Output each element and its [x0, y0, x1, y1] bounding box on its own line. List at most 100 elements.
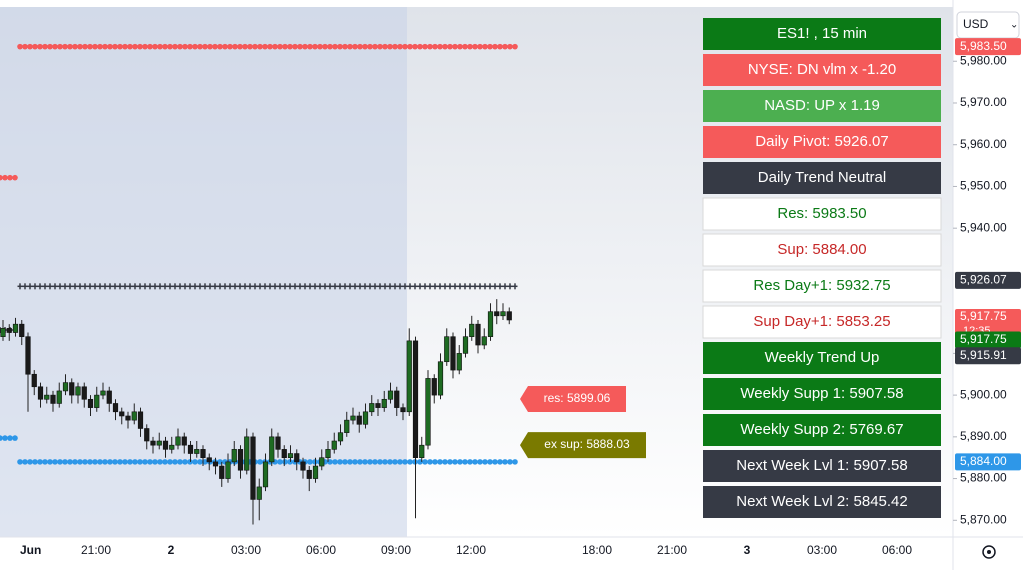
level-dot [17, 43, 23, 50]
level-dot [197, 43, 203, 50]
x-tick-label: 09:00 [381, 543, 411, 557]
level-dot [157, 459, 163, 465]
candle-body [381, 398, 387, 408]
level-dot [492, 459, 498, 465]
annotation-tag [520, 432, 646, 459]
candle-body [294, 453, 300, 463]
candle-body [231, 449, 237, 463]
panel-cell [703, 90, 941, 122]
y-tick-label: 5,890.00 [960, 429, 1007, 443]
price-tag [955, 38, 1021, 56]
candle-body [119, 411, 125, 417]
level-dot [197, 459, 203, 465]
candle-body [487, 311, 494, 337]
level-dot [507, 459, 513, 465]
price-tag [955, 331, 1021, 349]
panel-text: Weekly Trend Up [765, 349, 880, 366]
level-dot [32, 459, 38, 465]
level-dot [0, 174, 3, 181]
level-dot [392, 43, 398, 50]
level-dot [442, 43, 448, 50]
price-tag-label: 5,884.00 [960, 454, 1007, 468]
level-dot [212, 43, 218, 50]
level-dot [257, 459, 263, 465]
level-dot [317, 43, 323, 50]
y-tick-label: 5,870.00 [960, 512, 1007, 526]
level-dot [2, 435, 8, 441]
level-dot [312, 43, 318, 50]
x-tick-label: 21:00 [657, 543, 687, 557]
level-dot [137, 459, 143, 465]
candle-body [112, 403, 119, 413]
panel-cell [703, 126, 941, 158]
currency-button[interactable] [956, 11, 1020, 39]
candle-body [144, 428, 150, 442]
candle-body [81, 386, 87, 400]
level-dot [37, 43, 43, 50]
level-dot [42, 459, 48, 465]
level-dot [477, 459, 483, 465]
candle-body [125, 415, 131, 421]
level-dot [2, 174, 8, 181]
candle-body [444, 336, 450, 363]
level-dot [472, 459, 478, 465]
settings-icon[interactable] [982, 545, 996, 559]
candle-body [156, 440, 162, 446]
candle-body [406, 340, 412, 413]
level-dot [217, 43, 223, 50]
candle-body [275, 436, 281, 450]
candle-body [450, 336, 456, 371]
panel-cell [702, 269, 942, 303]
level-dot [337, 43, 343, 50]
level-dot [202, 459, 208, 465]
candle-body [250, 436, 256, 500]
level-dot [362, 43, 368, 50]
level-dot [272, 43, 278, 50]
candle-body [6, 328, 12, 333]
level-dot [222, 43, 228, 50]
x-tick-label: 03:00 [231, 543, 261, 557]
level-dot [72, 43, 78, 50]
level-dot [152, 43, 158, 50]
level-dot [507, 43, 513, 50]
level-dot [27, 459, 33, 465]
level-dot [67, 43, 73, 50]
level-dot [402, 43, 408, 50]
candle-body [375, 403, 381, 408]
level-dot [352, 43, 358, 50]
currency: USD [963, 17, 989, 31]
level-dot [427, 43, 433, 50]
level-dot [402, 459, 408, 465]
panel-cell [702, 197, 942, 231]
level-dot [362, 459, 368, 465]
level-dot [17, 459, 23, 465]
level-dot [227, 43, 233, 50]
level-dot [182, 459, 188, 465]
level-dot [167, 459, 173, 465]
level-dot [282, 459, 288, 465]
candle-body [362, 411, 369, 425]
level-dot [57, 459, 63, 465]
level-dot [102, 459, 108, 465]
level-dot [127, 43, 133, 50]
candle-body [31, 373, 37, 388]
level-dot [332, 459, 338, 465]
candle-body [456, 353, 462, 371]
candle-body [475, 323, 481, 346]
candle-body [425, 378, 431, 446]
level-dot [497, 459, 503, 465]
candle-body [162, 440, 169, 450]
level-dot [447, 43, 453, 50]
candle-body [437, 361, 444, 396]
level-dot [432, 459, 438, 465]
candle-body [206, 457, 212, 463]
level-line [17, 283, 518, 290]
level-dot [42, 43, 48, 50]
level-dot [162, 43, 168, 50]
level-dot [512, 43, 518, 50]
level-dot [487, 459, 493, 465]
level-dot [427, 459, 433, 465]
panel-text: Daily Pivot: 5926.07 [755, 133, 888, 150]
level-dot [182, 43, 188, 50]
level-dot [452, 459, 458, 465]
